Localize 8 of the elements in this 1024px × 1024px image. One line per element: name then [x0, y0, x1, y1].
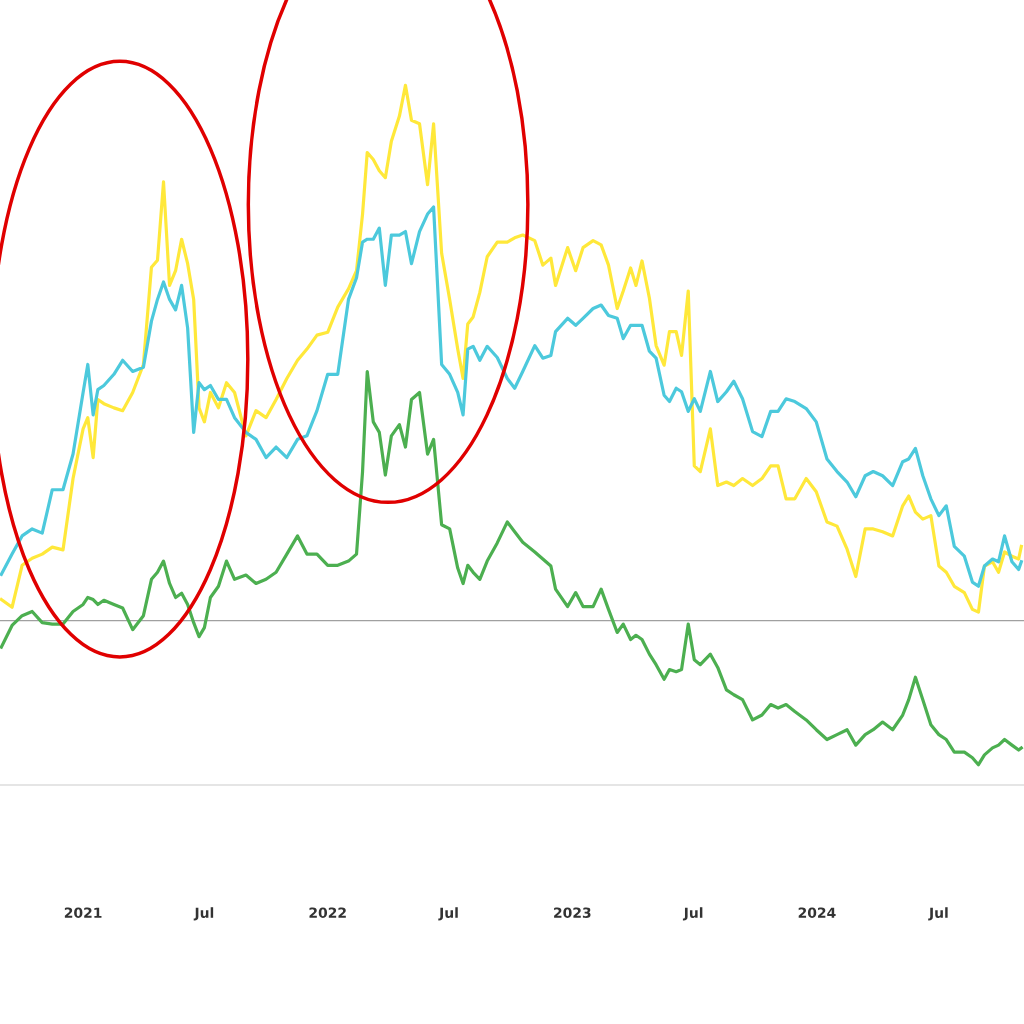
x-tick-label: 2024 [798, 907, 836, 918]
x-tick-label: Jul [193, 907, 214, 921]
x-tick-label: 2022 [309, 907, 346, 918]
x-tick-label: Jul [438, 907, 458, 921]
x-tick-label: Jul [682, 907, 703, 921]
x-tick-label: 2021 [64, 907, 102, 918]
x-tick-label: 2023 [554, 907, 591, 918]
x-tick-label: Jul [928, 907, 948, 921]
